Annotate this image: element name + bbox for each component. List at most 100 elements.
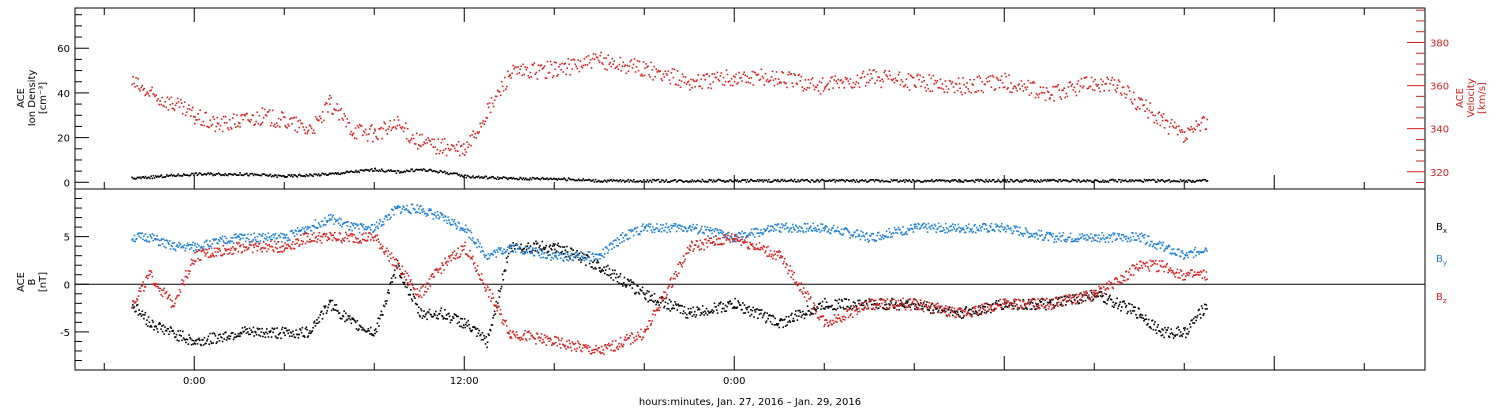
data-point	[216, 116, 219, 119]
data-point	[167, 109, 170, 111]
data-point	[619, 56, 622, 59]
data-point	[145, 93, 147, 95]
data-point	[157, 238, 159, 241]
data-point	[693, 228, 695, 231]
data-point	[1066, 239, 1069, 241]
data-point	[190, 343, 193, 346]
data-point	[1139, 314, 1141, 316]
data-point	[499, 290, 501, 293]
data-point	[278, 174, 281, 177]
data-point	[744, 179, 746, 181]
data-point	[378, 128, 380, 130]
data-point	[982, 180, 985, 183]
data-point	[267, 232, 270, 234]
data-point	[938, 225, 941, 228]
data-point	[922, 223, 924, 225]
data-point	[750, 309, 752, 311]
data-point	[1013, 225, 1016, 227]
data-point	[843, 87, 846, 89]
data-point	[804, 222, 807, 225]
data-point	[691, 315, 694, 317]
data-point	[998, 180, 1001, 182]
data-point	[470, 330, 473, 333]
data-point	[726, 236, 728, 239]
data-point	[721, 180, 724, 182]
data-point	[1060, 180, 1063, 183]
data-point	[904, 181, 906, 183]
data-point	[736, 306, 739, 309]
data-point	[861, 304, 863, 307]
data-point	[605, 57, 607, 59]
data-point	[678, 304, 681, 307]
data-point	[1206, 250, 1208, 252]
data-point	[382, 304, 385, 307]
data-point	[536, 250, 538, 253]
data-point	[996, 77, 999, 80]
data-point	[237, 234, 240, 237]
data-point	[131, 83, 133, 86]
data-point	[685, 227, 687, 230]
data-point	[828, 179, 831, 181]
data-point	[850, 86, 853, 88]
data-point	[566, 67, 568, 69]
data-point	[363, 170, 365, 172]
data-point	[562, 246, 564, 248]
data-point	[868, 69, 871, 71]
data-point	[214, 335, 217, 337]
data-point	[528, 179, 530, 181]
data-point	[251, 331, 254, 333]
data-point	[862, 70, 865, 73]
data-point	[646, 179, 649, 181]
data-point	[580, 251, 582, 253]
data-point	[186, 242, 189, 245]
data-point	[624, 284, 627, 287]
data-point	[144, 94, 146, 97]
data-point	[536, 177, 538, 179]
data-point	[1150, 111, 1152, 114]
top-left-tick-label: 0	[64, 178, 70, 189]
data-point	[208, 343, 210, 345]
data-point	[189, 108, 191, 110]
data-point	[525, 248, 528, 251]
data-point	[1051, 179, 1054, 181]
data-point	[693, 313, 695, 316]
data-point	[199, 343, 202, 346]
data-point	[742, 312, 745, 314]
data-point	[805, 89, 808, 91]
data-point	[565, 255, 567, 258]
data-point	[516, 244, 518, 246]
data-point	[583, 259, 585, 262]
data-point	[455, 144, 458, 146]
data-point	[179, 174, 182, 177]
data-point	[1187, 179, 1190, 181]
data-point	[755, 227, 758, 230]
data-point	[539, 244, 541, 247]
data-point	[424, 313, 427, 316]
data-point	[488, 102, 491, 104]
data-point	[1173, 121, 1176, 124]
data-point	[1142, 317, 1144, 320]
data-point	[1087, 296, 1089, 299]
data-point	[644, 227, 646, 230]
data-point	[196, 174, 199, 177]
data-point	[823, 179, 825, 182]
data-point	[1110, 234, 1113, 236]
data-point	[653, 293, 656, 295]
data-point	[541, 68, 544, 70]
data-point	[995, 180, 997, 183]
data-point	[698, 231, 701, 233]
data-point	[1158, 330, 1160, 332]
data-point	[943, 91, 946, 93]
data-point	[771, 180, 773, 183]
data-point	[280, 119, 282, 121]
data-point	[1038, 180, 1040, 183]
data-point	[1168, 125, 1171, 128]
data-point	[825, 226, 828, 228]
data-point	[257, 174, 259, 176]
data-point	[283, 233, 285, 236]
data-point	[188, 104, 190, 106]
data-point	[192, 241, 194, 244]
data-point	[795, 224, 797, 227]
data-point	[362, 223, 365, 226]
data-point	[696, 79, 698, 81]
